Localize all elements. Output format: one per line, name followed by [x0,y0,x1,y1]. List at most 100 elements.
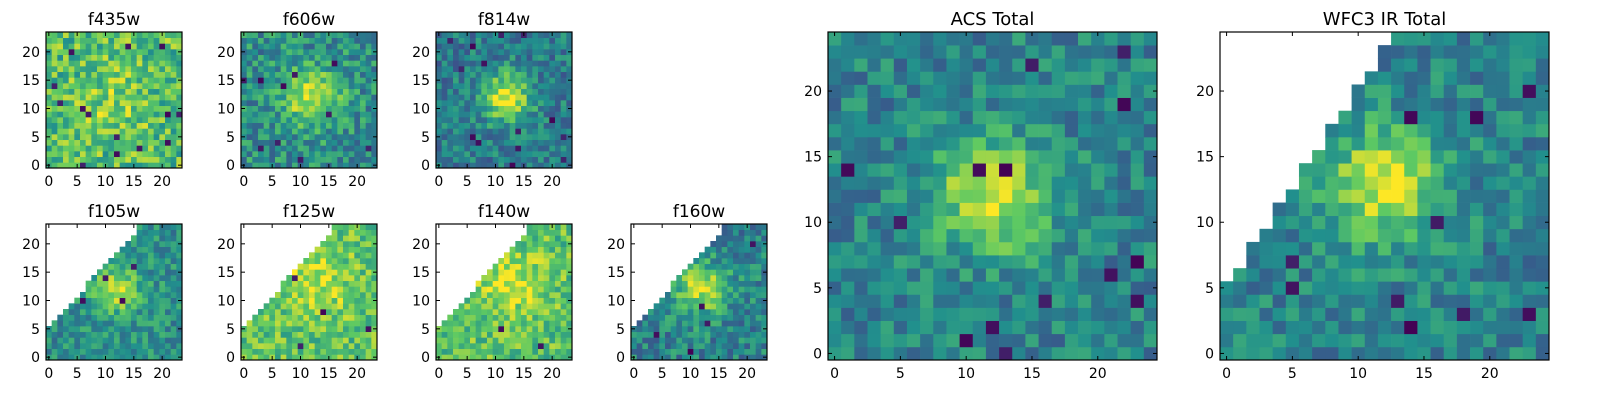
heatmap-cell [1078,163,1092,177]
heatmap-cell [1104,123,1118,138]
heatmap-cell [509,54,516,61]
heatmap-cell [560,151,567,158]
heatmap-cell [85,49,92,56]
heatmap-cell [515,122,522,129]
heatmap-cell [252,43,259,50]
heatmap-cell [526,77,533,84]
heatmap-cell [1117,176,1132,190]
heatmap-cell [269,348,276,355]
heatmap-cell [170,303,177,310]
heatmap-cell [492,280,499,287]
heatmap-cell [165,100,172,107]
heatmap-cell [1078,176,1092,190]
heatmap-cell [354,134,361,141]
heatmap-cell [1483,228,1497,243]
heatmap-cell [526,139,533,146]
heatmap-cell [893,268,908,282]
heatmap-cell [509,122,516,129]
heatmap-cell [509,37,516,44]
heatmap-cell [125,258,132,265]
heatmap-cell [142,229,149,236]
heatmap-cell [170,105,177,112]
heatmap-cell [80,111,87,118]
heatmap-cell [1430,294,1445,308]
heatmap-cell [320,49,327,56]
heatmap-cell [258,134,265,141]
heatmap-cell [63,111,70,118]
heatmap-cell [920,333,934,348]
heatmap-cell [549,94,556,101]
heatmap-cell [761,314,768,321]
heatmap-cell [320,246,327,253]
heatmap-cell [1078,294,1092,308]
heatmap-cell [687,275,694,282]
heatmap-cell [343,105,350,112]
heatmap-cell [470,139,477,146]
heatmap-cell [102,151,109,158]
heatmap-cell [699,331,706,338]
heatmap-cell [97,83,104,90]
heatmap-cell [348,156,355,163]
heatmap-cell [275,337,282,344]
heatmap-cell [985,176,1000,190]
heatmap-cell [136,229,143,236]
heatmap-cell [102,337,109,344]
heatmap-cell [159,280,166,287]
heatmap-cell [470,320,477,327]
heatmap-cell [515,280,522,287]
heatmap-cell [1509,202,1524,217]
heatmap-cell [560,314,567,321]
heatmap-cell [241,111,248,118]
heatmap-cell [148,314,155,321]
heatmap-cell [538,145,545,152]
heatmap-cell [566,314,573,321]
heatmap-cell [744,241,751,248]
heatmap-cell [114,348,121,355]
heatmap-cell [1091,294,1105,308]
heatmap-cell [738,286,745,293]
heatmap-cell [343,275,350,282]
heatmap-cell [159,134,166,141]
heatmap-cell [985,307,1000,321]
heatmap-cell [371,275,378,282]
heatmap-cell [102,139,109,146]
heatmap-cell [920,189,934,203]
heatmap-cell [487,94,494,101]
heatmap-cell [521,139,528,146]
heatmap-cell [733,229,740,236]
heatmap-cell [999,176,1013,190]
heatmap-cell [131,37,138,44]
heatmap-cell [744,326,751,333]
heatmap-cell [946,136,960,151]
heatmap-cell [1496,84,1510,98]
heatmap-cell [515,354,522,361]
heatmap-cell [470,156,477,163]
heatmap-cell [526,100,533,107]
heatmap-cell [337,224,344,231]
heatmap-cell [538,252,545,259]
heatmap-cell [108,128,115,135]
heatmap-cell [906,202,921,217]
heatmap-cell [354,100,361,107]
heatmap-cell [555,343,562,350]
heatmap-cell [148,83,155,90]
heatmap-cell [159,151,166,158]
heatmap-cell [360,314,367,321]
heatmap-cell [165,105,172,112]
heatmap-cell [280,94,287,101]
heatmap-cell [555,297,562,304]
heatmap-cell [560,309,567,316]
heatmap-cell [498,71,505,78]
heatmap-cell [354,88,361,95]
heatmap-cell [365,66,372,73]
heatmap-cell [906,32,921,46]
heatmap-cell [504,60,511,67]
heatmap-cell [475,292,482,299]
heatmap-cell [1443,255,1458,269]
heatmap-cell [555,54,562,61]
heatmap-cell [526,337,533,344]
heatmap-cell [492,151,499,158]
x-tick-label: 0 [239,366,248,382]
heatmap-cell [136,88,143,95]
heatmap-cell [744,292,751,299]
